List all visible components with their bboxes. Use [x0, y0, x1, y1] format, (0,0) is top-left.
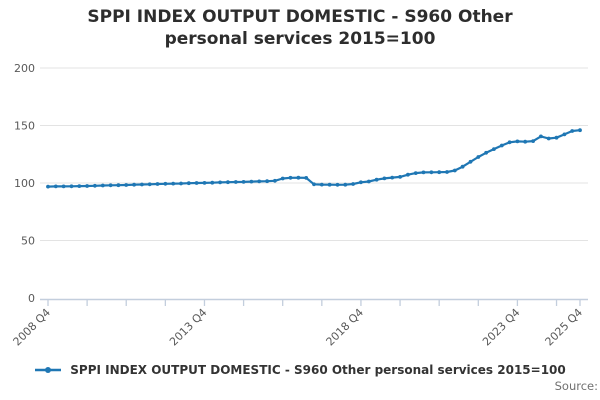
- data-point-marker: [507, 140, 512, 145]
- data-point-marker: [77, 184, 82, 189]
- data-point-marker: [140, 182, 144, 187]
- data-point-marker: [562, 132, 567, 137]
- data-point-marker: [499, 143, 504, 148]
- data-point-marker: [280, 176, 285, 181]
- data-point-marker: [288, 175, 293, 180]
- data-point-marker: [452, 168, 457, 173]
- data-point-marker: [163, 181, 168, 186]
- x-tick-label: 2025 Q4: [543, 306, 586, 349]
- data-point-marker: [554, 135, 559, 140]
- data-point-marker: [257, 179, 262, 184]
- data-point-marker: [406, 172, 410, 177]
- data-point-marker: [85, 184, 89, 188]
- x-tick-label: 2008 Q4: [11, 306, 54, 349]
- data-point-marker: [351, 182, 355, 186]
- y-tick-label: 0: [28, 292, 35, 305]
- data-point-marker: [515, 139, 520, 144]
- data-point-marker: [100, 183, 105, 188]
- line-chart: 0 50 100 150 200 2008 Q4 2013 Q4 2018 Q4 2023 Q4…: [11, 62, 588, 349]
- data-point-marker: [273, 178, 277, 183]
- data-point-marker: [429, 170, 434, 175]
- data-point-marker: [460, 164, 465, 169]
- x-tick-label: 2023 Q4: [480, 306, 523, 349]
- data-point-marker: [116, 183, 121, 188]
- data-point-marker: [570, 129, 575, 133]
- data-point-marker: [241, 180, 246, 184]
- data-point-marker: [413, 171, 418, 176]
- line-dot-icon: [35, 367, 62, 373]
- data-point-marker: [69, 184, 74, 189]
- data-point-marker: [147, 182, 152, 187]
- data-point-marker: [578, 128, 582, 133]
- data-point-marker: [108, 183, 113, 188]
- data-point-marker: [327, 182, 332, 187]
- data-point-marker: [484, 150, 488, 155]
- legend: SPPI INDEX OUTPUT DOMESTIC - S960 Other …: [0, 360, 600, 380]
- y-tick-label: 200: [14, 62, 35, 75]
- x-tick-label: 2018 Q4: [324, 306, 367, 349]
- data-point-marker: [437, 170, 442, 175]
- data-point-marker: [468, 159, 473, 164]
- data-point-marker: [445, 170, 449, 174]
- data-point-marker: [155, 182, 160, 186]
- data-point-marker: [531, 139, 535, 144]
- chart-title: SPPI INDEX OUTPUT DOMESTIC - S960 Other …: [87, 7, 513, 50]
- y-tick-label: 50: [21, 235, 35, 248]
- data-point-marker: [186, 181, 191, 186]
- data-point-marker: [93, 183, 97, 188]
- data-point-marker: [226, 180, 230, 185]
- data-point-marker: [374, 177, 379, 182]
- legend-label: SPPI INDEX OUTPUT DOMESTIC - S960 Other …: [70, 363, 566, 377]
- data-point-marker: [132, 182, 137, 187]
- y-tick-label: 100: [14, 177, 35, 190]
- data-point-marker: [194, 181, 199, 185]
- data-point-marker: [210, 180, 215, 185]
- data-point-marker: [421, 170, 426, 175]
- data-point-marker: [366, 179, 371, 184]
- data-point-marker: [492, 147, 496, 152]
- data-point-marker: [382, 176, 387, 181]
- y-tick-label: 150: [14, 120, 35, 133]
- data-point-marker: [390, 175, 395, 180]
- data-point-marker: [546, 136, 551, 141]
- data-point-marker: [398, 175, 402, 179]
- data-point-marker: [179, 181, 183, 186]
- data-point-marker: [218, 180, 223, 185]
- data-point-marker: [202, 181, 207, 185]
- data-point-marker: [61, 184, 66, 189]
- data-point-marker: [296, 175, 301, 180]
- data-point-marker: [476, 155, 481, 159]
- data-point-marker: [539, 134, 543, 139]
- data-point-marker: [171, 181, 176, 186]
- data-point-marker: [359, 180, 363, 185]
- x-tick-label: 2013 Q4: [167, 306, 210, 349]
- data-point-marker: [249, 179, 254, 184]
- data-point-marker: [304, 176, 309, 180]
- data-point-marker: [319, 182, 324, 187]
- data-point-marker: [46, 184, 50, 189]
- series-line: [46, 129, 582, 188]
- data-point-marker: [53, 184, 58, 189]
- data-point-marker: [335, 182, 340, 187]
- data-point-marker: [312, 182, 316, 187]
- data-point-marker: [343, 182, 348, 187]
- data-point-marker: [233, 180, 238, 184]
- data-point-marker: [265, 179, 269, 184]
- data-point-marker: [523, 139, 528, 144]
- source-note: Source:: [554, 379, 598, 393]
- data-point-marker: [124, 183, 129, 187]
